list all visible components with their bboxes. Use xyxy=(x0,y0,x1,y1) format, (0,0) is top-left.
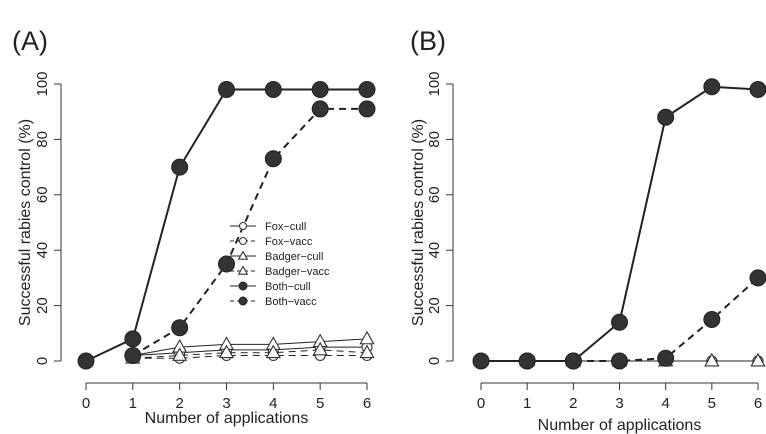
panel-label: (A) xyxy=(12,26,48,56)
data-point xyxy=(358,81,376,99)
legend-marker xyxy=(238,236,248,246)
data-point xyxy=(171,319,189,337)
panel-label: (B) xyxy=(410,26,446,56)
x-tick-label: 0 xyxy=(477,395,485,412)
chart-panel-a: (A) 0 20 40 60 80 100 0 1 2 3 4 5 6 Successful rabies … xyxy=(12,26,376,427)
x-tick-label: 6 xyxy=(754,395,762,412)
x-axis-title: Number of applications xyxy=(538,417,702,434)
y-tick-label: 80 xyxy=(426,131,443,148)
series-both-vacc xyxy=(124,100,376,364)
data-point xyxy=(359,344,375,359)
legend: Fox−cull Fox−vacc Badger−cull Badger−vacc Bo… xyxy=(230,221,330,308)
series-badger-vacc xyxy=(125,341,375,364)
data-point xyxy=(358,100,376,118)
series-line xyxy=(132,349,368,359)
y-tick-label: 20 xyxy=(426,297,443,314)
y-tick-label: 20 xyxy=(34,297,51,314)
x-tick-label: 5 xyxy=(708,395,716,412)
data-point xyxy=(172,347,188,361)
series-badger-cull xyxy=(519,352,766,367)
data-point xyxy=(218,81,235,99)
x-tick-label: 6 xyxy=(363,395,371,412)
data-point xyxy=(124,330,142,348)
x-axis-title: Number of applications xyxy=(145,410,309,427)
data-point xyxy=(749,269,766,287)
y-axis-title: Successful rabies control (%) xyxy=(410,119,427,326)
legend-label: Both−cull xyxy=(265,281,311,293)
y-tick-label: 100 xyxy=(426,71,443,96)
data-point xyxy=(704,352,720,367)
data-point xyxy=(265,344,281,359)
x-tick-label: 5 xyxy=(316,395,324,412)
data-point xyxy=(218,344,235,359)
y-tick-label: 60 xyxy=(426,186,443,203)
legend-label: Badger−cull xyxy=(265,251,323,263)
data-point xyxy=(611,313,628,331)
y-tick-label: 80 xyxy=(34,131,51,148)
series-line xyxy=(132,346,367,356)
data-point xyxy=(657,349,675,367)
series-badger-vacc xyxy=(519,352,766,367)
data-point xyxy=(359,330,375,345)
data-point xyxy=(264,81,282,99)
series-fox-vacc xyxy=(127,349,373,364)
data-point xyxy=(703,78,721,96)
y-tick-label: 40 xyxy=(34,242,51,259)
legend-marker xyxy=(237,265,249,275)
x-tick-label: 0 xyxy=(82,395,90,412)
legend-label: Fox−cull xyxy=(265,221,306,233)
y-axis-title: Successful rabies control (%) xyxy=(17,119,34,326)
y-tick-label: 60 xyxy=(34,186,51,203)
data-point xyxy=(564,352,582,370)
series-both-vacc xyxy=(518,269,766,370)
x-tick-label: 3 xyxy=(222,395,230,412)
y-tick-label: 100 xyxy=(34,71,51,96)
x-tick-label: 2 xyxy=(175,395,183,412)
chart-panel-b: (B) 0 20 40 60 80 100 0 1 2 3 4 5 6 Successful rabies … xyxy=(410,26,766,434)
legend-label: Both−vacc xyxy=(265,296,317,308)
legend-marker xyxy=(238,281,248,291)
data-point xyxy=(657,108,675,126)
series-line xyxy=(132,354,367,359)
x-tick-label: 3 xyxy=(615,395,623,412)
legend-label: Badger−vacc xyxy=(265,266,330,278)
data-point xyxy=(518,352,536,370)
data-point xyxy=(171,158,189,176)
data-point xyxy=(311,81,329,99)
data-point xyxy=(264,150,282,168)
y-tick-label: 40 xyxy=(426,242,443,259)
x-tick-label: 2 xyxy=(569,395,577,412)
data-point xyxy=(218,255,235,273)
x-tick-label: 4 xyxy=(661,395,669,412)
series-both-cull xyxy=(77,81,376,370)
x-tick-label: 1 xyxy=(129,395,137,412)
data-point xyxy=(750,352,766,367)
data-point xyxy=(77,352,95,370)
data-point xyxy=(749,81,766,99)
series-fox-cull xyxy=(127,341,373,362)
legend-marker xyxy=(238,296,248,306)
series-both-cull xyxy=(472,78,766,370)
legend-label: Fox−vacc xyxy=(265,236,313,248)
x-tick-label: 1 xyxy=(523,395,531,412)
series-line xyxy=(85,88,367,362)
data-point xyxy=(124,346,142,364)
y-tick-label: 0 xyxy=(426,357,443,365)
data-point xyxy=(611,352,628,370)
legend-marker xyxy=(238,221,248,231)
series-line xyxy=(132,338,368,356)
y-tick-label: 0 xyxy=(34,357,51,365)
data-point xyxy=(703,310,721,328)
legend-marker xyxy=(237,250,249,260)
series-line xyxy=(527,277,759,362)
data-point xyxy=(312,341,328,356)
series-line xyxy=(132,107,367,357)
x-tick-label: 4 xyxy=(269,395,277,412)
data-point xyxy=(472,352,490,370)
data-point xyxy=(311,100,329,118)
